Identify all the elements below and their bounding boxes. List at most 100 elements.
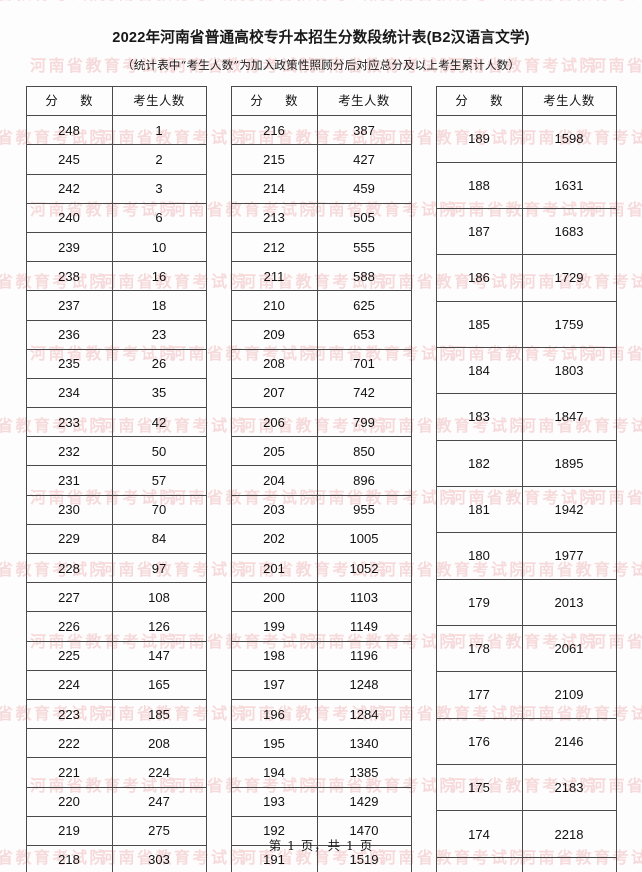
- table-row: 204 896: [230, 465, 412, 496]
- cell-score: 177: [435, 671, 523, 719]
- cell-score: 238: [25, 261, 113, 292]
- cell-score: 191: [230, 844, 318, 872]
- cell-score: 179: [435, 578, 523, 626]
- page-subtitle: （统计表中“考生人数”为加入政策性照顾分后对应总分及以上考生累计人数）: [122, 58, 520, 72]
- table-row: 245 2: [25, 144, 207, 175]
- table-row: 226 126: [25, 611, 207, 642]
- table-row: 201 1052: [230, 552, 412, 584]
- cell-score: 204: [230, 465, 318, 496]
- table-header-row: 分 数考生人数: [435, 85, 617, 117]
- cell-score: 188: [435, 161, 523, 209]
- cell-score: 234: [25, 377, 113, 409]
- cell-count: 108: [111, 582, 207, 613]
- cell-score: 214: [230, 173, 318, 204]
- table-1: 分 数考生人数 248 1 245 2 242 3 240 6 239 10 238 16 237 18 23…: [25, 85, 207, 872]
- table-row: 200 1103: [230, 582, 412, 613]
- cell-count: 1196: [316, 640, 412, 671]
- cell-score: 236: [25, 319, 113, 350]
- cell-score: 216: [230, 115, 318, 146]
- cell-count: 701: [316, 348, 412, 379]
- table-3: 分 数考生人数 189 1598 188 1631 187 1683 186 1729 185 17…: [435, 85, 617, 872]
- cell-score: 175: [435, 763, 523, 812]
- cell-score: 220: [25, 786, 113, 817]
- column-header-score: 分 数: [25, 85, 113, 117]
- cell-count: 2061: [521, 624, 617, 673]
- table-row: 218 303: [25, 844, 207, 872]
- cell-count: 955: [316, 494, 412, 525]
- cell-count: 18: [111, 290, 207, 321]
- column-header-score: 分 数: [435, 85, 523, 117]
- cell-count: 1631: [521, 161, 617, 209]
- table-row: 237 18: [25, 290, 207, 321]
- cell-score: 231: [25, 465, 113, 496]
- cell-score: 196: [230, 698, 318, 730]
- cell-count: 1052: [316, 552, 412, 584]
- cell-score: 222: [25, 728, 113, 759]
- cell-count: 1759: [521, 300, 617, 348]
- cell-count: 555: [316, 231, 412, 263]
- table-row: 248 1: [25, 115, 207, 146]
- cell-count: 427: [316, 144, 412, 175]
- table-row: 176 2146: [435, 717, 617, 766]
- table-row: 197 1248: [230, 669, 412, 700]
- cell-count: 147: [111, 640, 207, 671]
- cell-score: 183: [435, 393, 523, 441]
- table-row: 210 625: [230, 290, 412, 321]
- column-header-count: 考生人数: [111, 85, 207, 117]
- cell-score: 227: [25, 582, 113, 613]
- cell-score: 209: [230, 319, 318, 350]
- cell-count: 35: [111, 377, 207, 409]
- table-row: 174 2218: [435, 810, 617, 858]
- cell-score: 208: [230, 348, 318, 379]
- cell-score: 242: [25, 173, 113, 204]
- table-row: 195 1340: [230, 728, 412, 759]
- table-row: 238 16: [25, 261, 207, 292]
- cell-score: 187: [435, 207, 523, 256]
- cell-count: 1340: [316, 728, 412, 759]
- table-row: 179 2013: [435, 578, 617, 626]
- page-title: 2022年河南省普通高校专升本招生分数段统计表(B2汉语言文学): [112, 30, 530, 46]
- cell-count: 1598: [521, 115, 617, 163]
- cell-count: 2: [111, 144, 207, 175]
- cell-count: 57: [111, 465, 207, 496]
- table-row: 196 1284: [230, 698, 412, 730]
- cell-count: 2146: [521, 717, 617, 766]
- table-row: 206 799: [230, 407, 412, 438]
- column-header-score: 分 数: [230, 85, 318, 117]
- cell-count: 23: [111, 319, 207, 350]
- cell-score: 239: [25, 231, 113, 263]
- cell-count: 126: [111, 611, 207, 642]
- table-row: 184 1803: [435, 346, 617, 395]
- cell-score: 210: [230, 290, 318, 321]
- table-row: 189 1598: [435, 115, 617, 163]
- table-row: 215 427: [230, 144, 412, 175]
- table-row: 229 84: [25, 523, 207, 555]
- cell-count: 70: [111, 494, 207, 525]
- table-row: 211 588: [230, 261, 412, 292]
- cell-count: 16: [111, 261, 207, 292]
- table-row: 193 1429: [230, 786, 412, 817]
- cell-score: 233: [25, 407, 113, 438]
- table-row: 178 2061: [435, 624, 617, 673]
- table-row: 180 1977: [435, 532, 617, 580]
- cell-count: 387: [316, 115, 412, 146]
- table-row: 191 1519: [230, 844, 412, 872]
- cell-count: 1005: [316, 523, 412, 555]
- table-row: 198 1196: [230, 640, 412, 671]
- table-row: 212 555: [230, 231, 412, 263]
- cell-count: 303: [111, 844, 207, 872]
- table-row: 185 1759: [435, 300, 617, 348]
- cell-count: 799: [316, 407, 412, 438]
- cell-count: 26: [111, 348, 207, 379]
- cell-count: 1847: [521, 393, 617, 441]
- cell-score: 180: [435, 532, 523, 580]
- cell-count: 1248: [316, 669, 412, 700]
- cell-score: 203: [230, 494, 318, 525]
- cell-count: 625: [316, 290, 412, 321]
- cell-score: 226: [25, 611, 113, 642]
- cell-count: 1: [111, 115, 207, 146]
- cell-score: 223: [25, 698, 113, 730]
- cell-score: 205: [230, 436, 318, 467]
- table-row: 227 108: [25, 582, 207, 613]
